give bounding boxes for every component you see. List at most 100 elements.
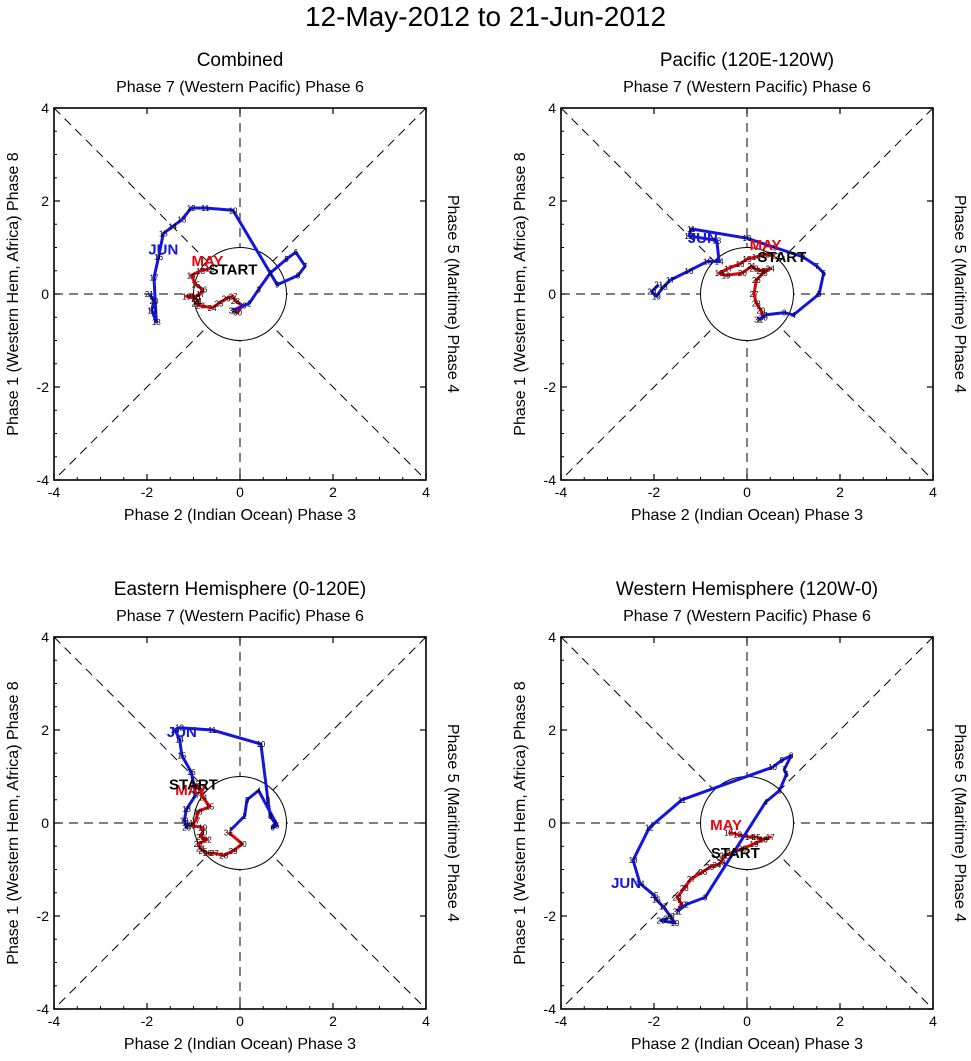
day-label: 17 [150, 274, 159, 283]
month-label-jun: JUN [611, 875, 641, 892]
day-label: 1 [231, 306, 236, 315]
day-label: 12 [684, 232, 693, 241]
start-label: START [757, 249, 806, 266]
day-label: 9 [780, 756, 785, 765]
y-tick-label: -4 [37, 1001, 50, 1017]
day-label: 13 [196, 267, 205, 276]
day-label: 20 [191, 295, 200, 304]
day-label: 9 [275, 281, 280, 290]
y-tick-label: 4 [41, 629, 49, 645]
x-tick-label: -2 [141, 484, 154, 500]
day-label: 27 [210, 849, 219, 858]
y-tick-label: -4 [37, 472, 50, 488]
day-label: 7 [782, 766, 787, 775]
series-line-jun [650, 227, 826, 321]
day-label: 21 [184, 819, 193, 828]
day-label: 13 [177, 216, 186, 225]
day-label: 30 [233, 309, 242, 318]
day-label: 1 [228, 826, 233, 835]
top-phase-label: Phase 7 (Western Pacific) Phase 6 [623, 608, 871, 625]
day-label: 18 [182, 805, 191, 814]
day-label: 11 [678, 796, 687, 805]
day-label: 28 [231, 297, 240, 306]
panel-2: Pacific (120E-120W) Phase 7 (Western Paci… [512, 50, 968, 524]
x-tick-label: 4 [422, 484, 430, 500]
day-label: 26 [752, 276, 761, 285]
day-label: 14 [715, 257, 724, 266]
day-label: 28 [219, 852, 228, 861]
day-label: 20 [738, 845, 747, 854]
y-tick-label: -4 [544, 1001, 557, 1017]
day-label: 30 [238, 840, 247, 849]
y-tick-label: -2 [37, 908, 50, 924]
day-label: 29 [229, 847, 238, 856]
x-tick-label: 0 [236, 484, 244, 500]
day-label: 8 [296, 271, 301, 280]
start-label: START [711, 845, 760, 862]
day-label: 16 [154, 253, 163, 262]
day-label: 16 [684, 267, 693, 276]
y-tick-label: 4 [41, 100, 49, 116]
start-label: START [209, 261, 258, 278]
top-phase-label: Phase 7 (Western Pacific) Phase 6 [116, 79, 364, 96]
day-label: 2 [247, 299, 252, 308]
day-label: 19 [722, 271, 731, 280]
panel-4: Western Hemisphere (120W-0) Phase 7 (West… [512, 579, 968, 1053]
x-tick-label: 2 [836, 1013, 844, 1029]
panel-title: Combined [197, 50, 284, 71]
day-label: 27 [229, 292, 238, 301]
day-label: 2 [684, 900, 689, 909]
day-label: 30 [677, 900, 686, 909]
day-label: 31 [754, 316, 763, 325]
day-label: 25 [705, 863, 714, 872]
y-axis-label: Phase 1 (Western Hem, Africa) Phase 8 [5, 681, 22, 964]
day-label: 4 [763, 798, 768, 807]
y-tick-label: -2 [544, 379, 557, 395]
figure-title: 12-May-2012 to 21-Jun-2012 [304, 1, 667, 32]
day-label: 17 [666, 276, 675, 285]
day-label: 13 [170, 726, 179, 735]
x-tick-label: 4 [929, 484, 937, 500]
y-tick-label: -4 [544, 472, 557, 488]
day-label: 16 [194, 807, 203, 816]
month-label-jun: JUN [688, 230, 718, 247]
day-label: 29 [756, 306, 765, 315]
day-label: 24 [712, 861, 721, 870]
panel-title: Eastern Hemisphere (0-120E) [114, 579, 366, 600]
day-label: 15 [205, 803, 214, 812]
day-label: 8 [268, 812, 273, 821]
day-label: 10 [256, 740, 265, 749]
day-label: 20 [738, 269, 747, 278]
day-label: 12 [175, 724, 184, 733]
day-label: 8 [801, 253, 806, 262]
y-tick-label: -2 [544, 908, 557, 924]
day-label: 5 [777, 786, 782, 795]
day-label: 2 [763, 311, 768, 320]
day-label: 14 [187, 271, 196, 280]
day-label: 27 [687, 875, 696, 884]
x-tick-label: 4 [929, 1013, 937, 1029]
day-label: 13 [733, 831, 742, 840]
day-label: 28 [680, 884, 689, 893]
day-label: 22 [719, 852, 728, 861]
day-label: 15 [650, 891, 659, 900]
x-tick-label: -2 [648, 484, 661, 500]
day-label: 17 [659, 903, 668, 912]
panel-1: Combined Phase 7 (Western Pacific) Phase … [5, 50, 461, 524]
day-label: 1 [675, 907, 680, 916]
day-label: 18 [659, 283, 668, 292]
y-tick-label: -2 [37, 379, 50, 395]
y-axis-label: Phase 1 (Western Hem, Africa) Phase 8 [512, 152, 529, 435]
unit-circle [193, 247, 287, 341]
y-tick-label: 2 [41, 722, 49, 738]
day-label: 18 [191, 292, 200, 301]
day-label: 25 [198, 847, 207, 856]
day-label: 16 [652, 896, 661, 905]
right-phase-label: Phase 5 (Maritime) Phase 4 [951, 195, 968, 393]
day-label: 13 [196, 786, 205, 795]
day-label: 7 [815, 262, 820, 271]
y-axis-label: Phase 1 (Western Hem, Africa) Phase 8 [5, 152, 22, 435]
day-label: 2 [242, 812, 247, 821]
day-label: 10 [743, 234, 752, 243]
